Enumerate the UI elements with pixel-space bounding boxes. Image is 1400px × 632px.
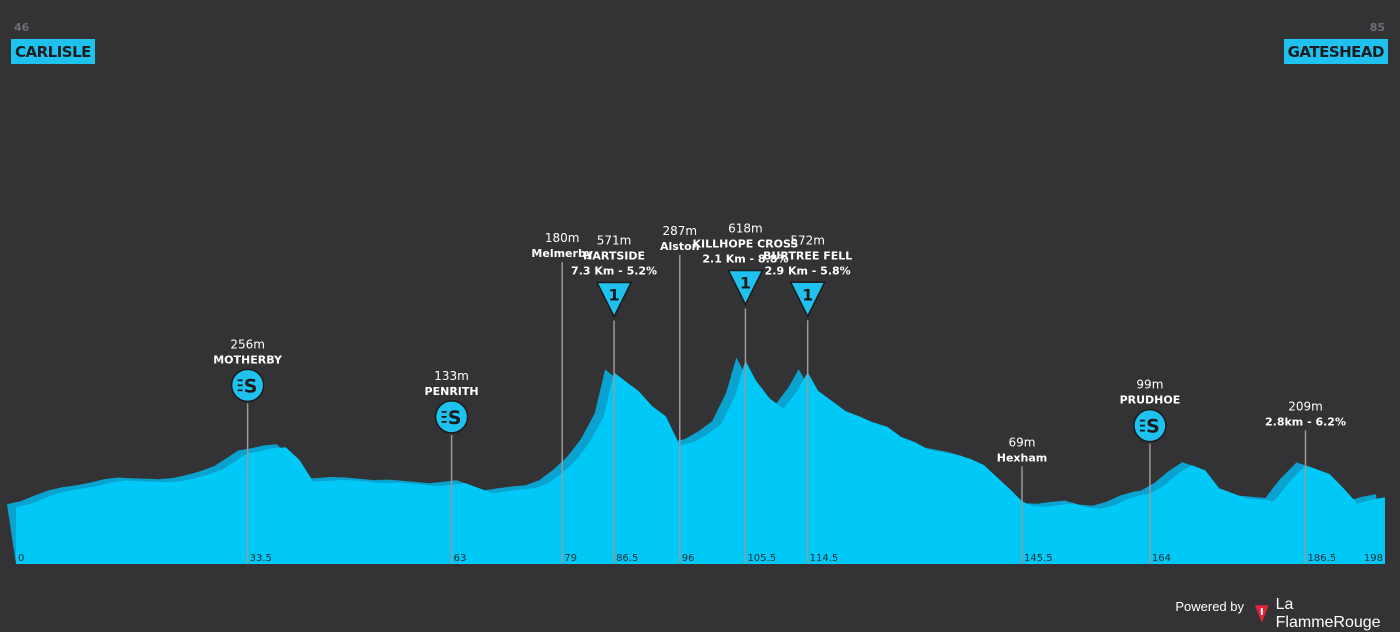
waypoint-hexham: 69m Hexham: [997, 435, 1047, 564]
climb-category: 1: [740, 273, 751, 292]
waypoint-detail: 2.8km - 6.2%: [1265, 415, 1346, 428]
sprint-glyph: S: [448, 407, 462, 429]
waypoint-name: HARTSIDE: [583, 250, 645, 263]
waypoint-killhope-cross: 1 618m KILLHOPE CROSS 2.1 Km - 8.8%: [693, 221, 799, 564]
finish-city-label: GATESHEAD: [1283, 39, 1388, 64]
brand-logo[interactable]: La FlammeRouge: [1254, 596, 1400, 632]
waypoint-elevation: 571m: [597, 234, 632, 248]
climb-category-icon: [595, 281, 633, 319]
waypoint-elevation: 99m: [1136, 378, 1163, 392]
climb-category-icon: [727, 269, 764, 307]
waypoint-name: PRUDHOE: [1120, 394, 1181, 407]
waypoint-elevation: 572m: [790, 233, 825, 247]
waypoint-elevation: 133m: [434, 369, 469, 383]
waypoint-hartside: 1 571m HARTSIDE 7.3 Km - 5.2%: [571, 234, 657, 564]
climb-category: 1: [802, 285, 813, 304]
waypoint-melmerby: 180m Melmerby: [531, 231, 593, 564]
waypoint-name: PENRITH: [425, 385, 479, 398]
x-tick-label: 114.5: [810, 553, 839, 564]
x-tick-label: 33.5: [250, 553, 272, 564]
waypoint-detail: 2.9 Km - 5.8%: [765, 264, 851, 277]
waypoint-name: Hexham: [997, 451, 1047, 464]
waypoint-elevation: 256m: [230, 337, 265, 351]
profile-area: [16, 360, 1385, 564]
waypoint-elevation: 180m: [545, 231, 580, 245]
waypoint-name: Alston: [660, 240, 699, 253]
x-tick-label: 0: [18, 553, 24, 564]
climb-category-icon: [789, 281, 826, 318]
waypoint-motherby: S 256m MOTHERBY: [213, 337, 283, 564]
waypoint-alston: 287m Alston: [660, 224, 699, 564]
waypoint-burtree-fell: 1 572m BURTREE FELL 2.9 Km - 5.8%: [763, 233, 852, 564]
waypoint-2-8km-6-2-: 209m 2.8km - 6.2%: [1265, 399, 1346, 564]
waypoint-prudhoe: S 99m PRUDHOE: [1120, 378, 1181, 564]
x-tick-label: 145.5: [1024, 553, 1053, 564]
x-tick-label: 79: [564, 553, 577, 564]
climb-category: 1: [609, 286, 620, 305]
x-tick-label: 105.5: [747, 553, 776, 564]
waypoint-elevation: 69m: [1009, 435, 1036, 449]
brand-name: La FlammeRouge: [1275, 596, 1381, 631]
x-tick-label: 63: [454, 553, 467, 564]
start-elevation: 46: [14, 21, 30, 34]
start-city-label: CARLISLE: [11, 39, 95, 64]
waypoint-name: BURTREE FELL: [763, 249, 852, 262]
waypoint-detail: 7.3 Km - 5.2%: [571, 265, 657, 278]
waypoint-elevation: 287m: [662, 224, 697, 238]
finish-elevation: 85: [1369, 21, 1385, 34]
waypoint-name: KILLHOPE CROSS: [693, 237, 799, 250]
sprint-icon: [434, 400, 469, 434]
waypoint-penrith: S 133m PENRITH: [425, 369, 479, 564]
x-tick-label: 86.5: [616, 553, 638, 564]
sprint-glyph: S: [244, 375, 258, 397]
powered-by-text: Powered by: [1175, 599, 1244, 614]
sprint-icon: [1133, 408, 1167, 443]
sprint-icon: [230, 368, 265, 403]
waypoint-elevation: 618m: [728, 221, 763, 235]
flamme-rouge-icon: [1254, 605, 1269, 623]
x-tick-label: 198: [1364, 553, 1383, 564]
sprint-glyph: S: [1146, 416, 1160, 438]
waypoint-elevation: 209m: [1288, 399, 1323, 413]
waypoint-detail: 2.1 Km - 8.8%: [702, 252, 788, 265]
waypoint-name: MOTHERBY: [213, 353, 283, 366]
x-tick-label: 164: [1152, 553, 1171, 564]
x-tick-label: 186.5: [1307, 553, 1336, 564]
waypoint-name: Melmerby: [531, 247, 593, 260]
x-tick-label: 96: [682, 553, 695, 564]
